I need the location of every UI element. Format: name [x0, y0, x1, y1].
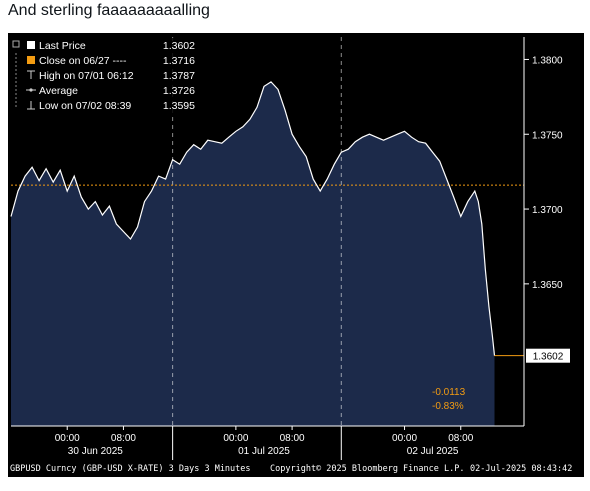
legend-background	[11, 38, 201, 116]
bloomberg-chart-panel: 1.3800 1.3750 1.3700 1.3650 1.3602 -0.0113 …	[8, 33, 584, 477]
x-tick-label-1: 08:00	[111, 433, 136, 444]
low-marker-icon	[27, 101, 35, 110]
average-dot-icon	[29, 88, 33, 92]
timestamp-footer: 02-Jul-2025 08:43:42	[470, 464, 572, 474]
instrument-footer: GBPUSD Curncy (GBP-USD X-RATE) 3 Days 3 …	[10, 464, 251, 474]
legend-entry-value: 1.3726	[163, 85, 195, 97]
copyright-footer: Copyright© 2025 Bloomberg Finance L.P.	[270, 464, 464, 474]
change-percent: -0.83%	[432, 401, 464, 412]
last-price-tag-label: 1.3602	[533, 352, 564, 363]
legend-entry-3: Average 1.3726	[26, 85, 195, 97]
change-absolute: -0.0113	[432, 387, 466, 398]
legend-entry-name: Close on 06/27 ----	[39, 55, 127, 67]
last-price-tag	[526, 348, 570, 363]
legend: Last Price 1.3602 Close on 06/27 ---- 1.371…	[11, 38, 201, 116]
y-tick-label-2: 1.3700	[532, 205, 563, 216]
y-tick-label-3: 1.3650	[532, 280, 563, 291]
x-day-label-2: 02 Jul 2025	[407, 446, 459, 457]
x-tick-label-5: 08:00	[448, 433, 473, 444]
legend-entry-value: 1.3595	[163, 100, 195, 112]
legend-entry-0: Last Price 1.3602	[27, 40, 195, 52]
x-tick-label-3: 08:00	[280, 433, 305, 444]
x-tick-label-2: 00:00	[223, 433, 248, 444]
x-tick-label-0: 00:00	[55, 433, 80, 444]
post-caption: And sterling faaaaaaaaalling	[8, 2, 210, 19]
high-marker-icon	[27, 70, 35, 79]
legend-collapse-icon[interactable]	[12, 40, 20, 48]
x-day-label-1: 01 Jul 2025	[238, 446, 290, 457]
legend-entry-4: Low on 07/02 08:39 1.3595	[27, 100, 195, 112]
y-axis-ticks: 1.3800 1.3750 1.3700 1.3650	[524, 55, 563, 291]
legend-entry-name: High on 07/01 06:12	[39, 70, 134, 82]
y-tick-label-1: 1.3750	[532, 130, 563, 141]
legend-entry-name: Low on 07/02 08:39	[39, 100, 131, 112]
legend-entry-name: Last Price	[39, 40, 86, 52]
legend-swatch-icon	[27, 41, 35, 49]
x-axis-ticks: 00:00 08:00 00:00 08:00 00:00 08:00 30 Jun 202…	[55, 426, 474, 457]
legend-entry-value: 1.3787	[163, 70, 195, 82]
price-line	[10, 81, 496, 356]
x-day-label-0: 30 Jun 2025	[68, 446, 123, 457]
legend-entry-name: Average	[39, 85, 78, 97]
y-tick-label-0: 1.3800	[532, 55, 563, 66]
legend-swatch-icon	[27, 56, 35, 64]
legend-entry-1: Close on 06/27 ---- 1.3716	[27, 55, 195, 67]
x-tick-label-4: 00:00	[392, 433, 417, 444]
price-area	[11, 81, 495, 427]
legend-entry-value: 1.3716	[163, 55, 195, 67]
legend-entry-value: 1.3602	[163, 40, 195, 52]
legend-entry-2: High on 07/01 06:12 1.3787	[27, 70, 195, 82]
